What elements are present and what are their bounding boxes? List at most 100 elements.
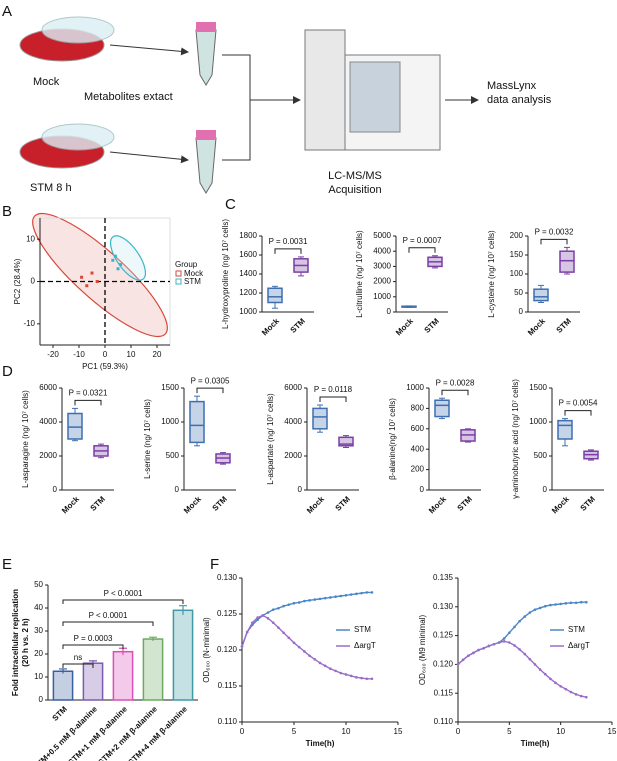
box <box>338 436 354 447</box>
y-tick-label: 0.115 <box>434 688 454 697</box>
y-tick-label: -10 <box>23 319 35 328</box>
point <box>116 267 120 271</box>
legend-label: STM <box>184 277 201 286</box>
point <box>513 625 516 629</box>
annotation: P = 0.0007 <box>403 236 442 245</box>
point <box>119 263 123 267</box>
label: Metabolites extact <box>84 91 173 103</box>
y-tick-label: 30 <box>34 626 43 635</box>
y-tick-label: 0 <box>420 485 425 494</box>
y-tick-label: 0 <box>519 307 524 316</box>
bracket <box>196 387 224 394</box>
y-tick-label: 1000 <box>373 292 391 301</box>
y-tick-label: 10 <box>34 672 43 681</box>
point <box>360 676 363 680</box>
label: STM 8 h <box>30 182 72 194</box>
point <box>538 668 542 671</box>
y-tick-label: 6000 <box>39 383 57 392</box>
point <box>308 654 311 658</box>
point <box>502 637 506 640</box>
point <box>303 599 306 603</box>
panel-label: C <box>225 196 236 213</box>
y-tick-label: 2000 <box>284 451 302 460</box>
y-axis-label: L-citrulline (ng/ 10⁷ cells) <box>355 230 364 318</box>
point <box>271 608 275 611</box>
error-bar <box>179 605 187 615</box>
point <box>533 663 537 666</box>
x-tick-label: Mock <box>60 494 81 515</box>
x-tick-label: -10 <box>73 350 85 359</box>
x-tick-label: STM <box>579 494 598 513</box>
point <box>365 677 369 681</box>
panel-label: B <box>2 203 12 220</box>
point <box>111 258 115 262</box>
x-tick-label: Mock <box>394 316 415 337</box>
point <box>513 644 516 647</box>
x-tick-label: STM <box>89 494 108 513</box>
y-tick-label: 10 <box>26 234 35 243</box>
y-tick-label: 50 <box>34 580 43 589</box>
label: Acquisition <box>328 184 381 196</box>
y-tick-label: 1500 <box>161 383 179 392</box>
confidence-ellipse <box>109 235 147 281</box>
annotation: P = 0.0118 <box>314 385 353 394</box>
x-tick-label: Mock <box>260 316 281 337</box>
point <box>339 594 343 598</box>
bracket <box>319 396 347 402</box>
x-tick-label: STM <box>334 494 353 513</box>
point <box>523 652 527 656</box>
annotation: P < 0.0001 <box>89 611 128 620</box>
error-bar <box>59 668 67 674</box>
pca-ellipses <box>32 212 168 338</box>
point <box>370 677 374 681</box>
point <box>472 651 475 655</box>
dish-lid <box>41 16 115 44</box>
arrow <box>109 44 189 56</box>
legend-swatch <box>175 270 182 277</box>
y-axis-label: L-asparagine (ng/ 10⁷ cells) <box>21 390 30 488</box>
y-tick-label: 0.130 <box>433 602 454 611</box>
point <box>585 600 588 604</box>
panel-label: F <box>210 556 219 573</box>
bracket <box>540 238 568 245</box>
annotation: P < 0.0001 <box>104 589 143 598</box>
bracket <box>441 389 469 396</box>
annotation: ns <box>74 653 82 662</box>
point <box>554 603 557 606</box>
point <box>313 658 317 661</box>
bracket <box>408 247 436 253</box>
connector <box>222 54 251 161</box>
point <box>256 616 259 619</box>
point <box>323 596 327 600</box>
x-tick-label: Mock <box>526 316 547 337</box>
point <box>559 602 562 606</box>
x-tick-label: 0 <box>456 727 461 736</box>
point <box>261 614 265 617</box>
point <box>90 271 94 275</box>
y-axis-label: L-cysteine (ng/ 10⁷ cells) <box>487 230 496 318</box>
y-tick-label: 0 <box>387 307 392 316</box>
box <box>189 400 205 444</box>
y-tick-label: 3000 <box>373 262 391 271</box>
y-tick-label: 0 <box>39 695 44 704</box>
x-tick-label: STM <box>51 704 70 723</box>
point <box>297 645 301 649</box>
line <box>241 591 372 647</box>
point <box>303 650 306 653</box>
point <box>533 608 537 611</box>
point <box>292 641 296 645</box>
bar <box>172 609 194 701</box>
point <box>554 681 557 685</box>
x-tick-label: 15 <box>608 727 617 736</box>
y-tick-label: 400 <box>411 444 425 453</box>
y-tick-label: 4000 <box>39 417 57 426</box>
instrument-window <box>349 61 401 133</box>
annotation: P = 0.0003 <box>74 634 113 643</box>
point <box>271 621 275 624</box>
y-tick-label: 0.115 <box>218 681 238 690</box>
y-tick-label: 40 <box>34 603 43 612</box>
y-axis-label: (20 h vs. 2 h) <box>21 618 30 667</box>
tube <box>195 137 217 194</box>
panel-label: A <box>2 3 12 20</box>
y-tick-label: 600 <box>411 424 425 433</box>
